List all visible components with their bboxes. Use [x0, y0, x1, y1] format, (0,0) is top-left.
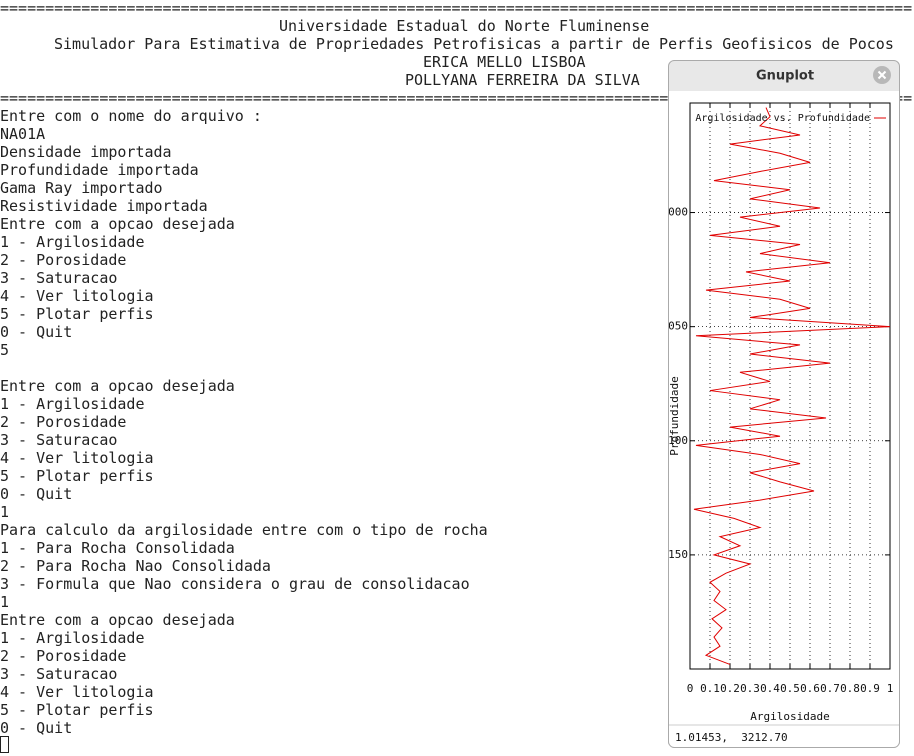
status-bar [668, 724, 900, 748]
terminal-line: 3 - Formula que Nao considera o grau de … [0, 575, 470, 593]
close-button[interactable] [873, 66, 891, 84]
terminal-line: Universidade Estadual do Norte Fluminens… [279, 17, 650, 35]
x-tick-label: 0.8 [840, 682, 860, 695]
terminal-line: 2 - Para Rocha Nao Consolidada [0, 557, 271, 575]
terminal-line: 5 - Plotar perfis [0, 305, 154, 323]
terminal-line: Resistividade importada [0, 197, 208, 215]
x-tick-label: 0.5 [780, 682, 800, 695]
terminal-line: 2 - Porosidade [0, 413, 127, 431]
gnuplot-window: 0 0.10.20.30.40.50.60.70.80.9 1 3000 3050 310… [668, 60, 900, 748]
terminal-line: 4 - Ver litologia [0, 449, 154, 467]
x-tick-label: 0.3 [740, 682, 760, 695]
terminal-line: 1 [0, 593, 10, 611]
terminal-line: 1 - Para Rocha Consolidada [0, 539, 235, 557]
terminal-line: 0 - Quit [0, 719, 73, 737]
y-tick-label: 3150 [668, 548, 688, 561]
x-tick-label: 0.6 [800, 682, 820, 695]
y-tick-label: 3100 [668, 434, 688, 447]
terminal-line: 5 - Plotar perfis [0, 701, 154, 719]
plot-border [689, 102, 891, 670]
window-bg [668, 60, 900, 748]
window-border [668, 60, 900, 748]
x-tick-label: 0 [687, 682, 694, 695]
terminal-line: 1 [0, 503, 10, 521]
cursor [0, 736, 9, 753]
plot: 0 0.10.20.30.40.50.60.70.80.9 1 3000 3050 310… [668, 102, 894, 723]
x-tick-label: 0.2 [720, 682, 740, 695]
terminal-line: ========================================… [0, 0, 913, 17]
terminal-line: 5 [0, 341, 10, 359]
terminal-line: Entre com a opcao desejada [0, 377, 235, 395]
terminal-line: POLLYANA FERREIRA DA SILVA [405, 71, 640, 89]
terminal-line: 1 - Argilosidade [0, 629, 145, 647]
y-tick-label: 3000 [668, 206, 688, 219]
terminal-line: Densidade importada [0, 143, 172, 161]
terminal-line: 0 - Quit [0, 323, 73, 341]
window-title: Gnuplot [756, 69, 814, 84]
terminal-line: 0 - Quit [0, 485, 73, 503]
terminal-line: 3 - Saturacao [0, 431, 118, 449]
terminal-line: 1 - Argilosidade [0, 233, 145, 251]
x-tick-label: 0.7 [820, 682, 840, 695]
legend-label: Argilosidade vs. Profundidade [695, 113, 870, 124]
terminal-line: Entre com a opcao desejada [0, 215, 235, 233]
y-axis-label: Profundidade [668, 376, 681, 455]
terminal-line: 3 - Saturacao [0, 665, 118, 683]
terminal-line: 4 - Ver litologia [0, 683, 154, 701]
x-tick-label: 0.4 [760, 682, 780, 695]
status-text: 1.01453, 3212.70 [675, 731, 788, 744]
terminal-line: Entre com o nome do arquivo : [0, 107, 262, 125]
title-bar [668, 60, 900, 91]
terminal-line: NA01A [0, 125, 46, 143]
x-tick-label: 0.9 [860, 682, 880, 695]
terminal-line: Gama Ray importado [0, 179, 163, 197]
terminal-line: 2 - Porosidade [0, 647, 127, 665]
x-tick-label: 0.1 [700, 682, 720, 695]
x-tick-label: 1 [887, 682, 894, 695]
terminal-line: 2 - Porosidade [0, 251, 127, 269]
gnuplot-svg: 0 0.10.20.30.40.50.60.70.80.9 1 3000 3050 310… [668, 60, 900, 748]
terminal-line: Profundidade importada [0, 161, 199, 179]
terminal-line: 4 - Ver litologia [0, 287, 154, 305]
terminal-line: 3 - Saturacao [0, 269, 118, 287]
data-line [693, 107, 891, 665]
terminal-line: ERICA MELLO LISBOA [423, 53, 586, 71]
terminal-line: 1 - Argilosidade [0, 395, 145, 413]
y-tick-label: 3050 [668, 320, 688, 333]
x-axis-label: Argilosidade [750, 710, 829, 723]
terminal-line: Simulador Para Estimativa de Propriedade… [54, 35, 894, 53]
terminal-line: Entre com a opcao desejada [0, 611, 235, 629]
terminal-line: 5 - Plotar perfis [0, 467, 154, 485]
terminal-line: Para calculo da argilosidade entre com o… [0, 521, 488, 539]
